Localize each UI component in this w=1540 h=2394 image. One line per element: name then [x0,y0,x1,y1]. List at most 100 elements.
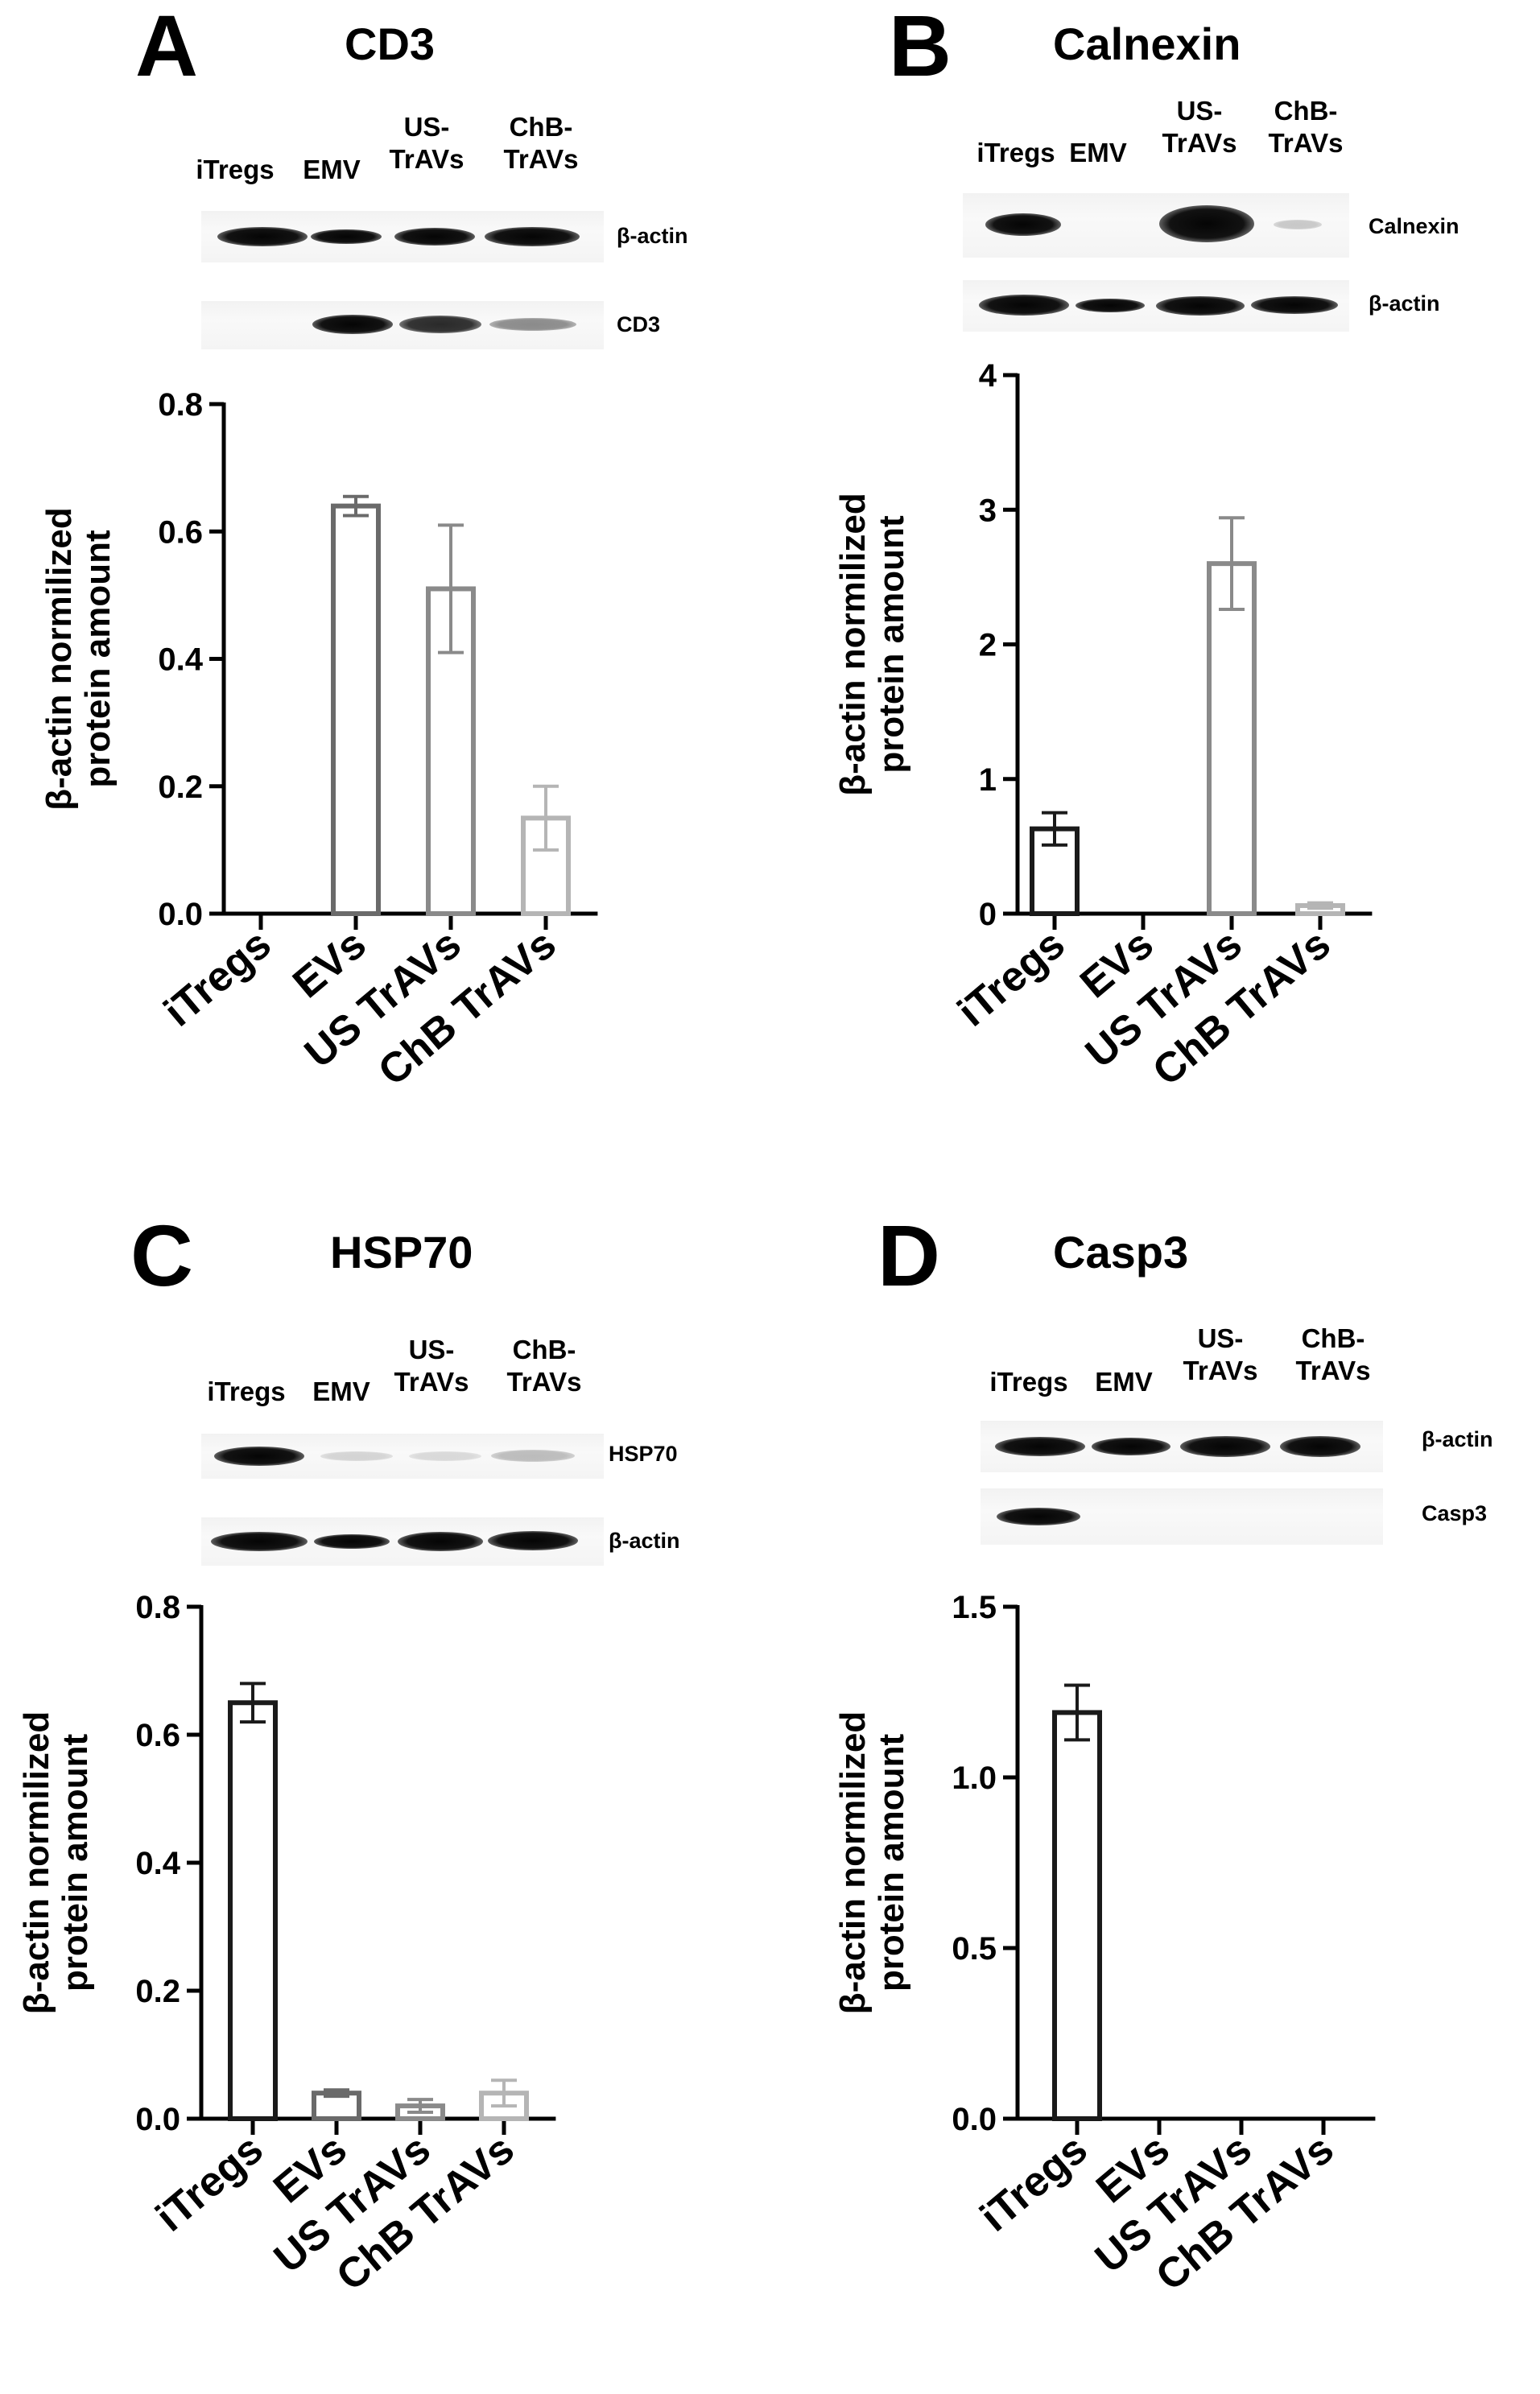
blot-strip [963,280,1349,332]
lane-label: iTregs [196,155,275,184]
y-tick-label: 0.4 [135,1846,180,1881]
blot-band [1092,1438,1170,1455]
y-tick-label: 1.0 [952,1760,997,1796]
bar [1052,1710,1102,2121]
blot-strip [963,193,1349,258]
y-tick-label: 0.5 [952,1931,997,1967]
blot-band [1280,1436,1360,1457]
y-axis-label: protein amount [872,515,911,774]
y-axis-label: protein amount [78,530,118,788]
lane-label: US- TrAVs [389,112,464,174]
panel-letter: B [889,0,952,94]
blot-band [997,1508,1080,1525]
y-axis-label: β-actin normilized [17,1711,56,2014]
panel-a: A CD3 iTregs EMV US- TrAVs ChB- TrAVs β-ac… [0,0,770,1197]
band-label: β-actin [617,224,688,248]
lane-label: iTregs [207,1377,286,1406]
y-tick-label: 0.6 [135,1718,180,1753]
blot-band [979,295,1069,316]
panel-letter: C [130,1207,193,1304]
y-tick-label: 0.0 [135,2102,180,2137]
x-tick-label: iTregs [949,921,1074,1036]
y-tick-label: 0.2 [158,770,203,805]
blot-band [399,316,481,333]
band-label: Calnexin [1369,214,1459,238]
blot-band [214,1447,304,1466]
blot-band [985,213,1061,236]
blot-band [995,1437,1085,1456]
x-tick-label: iTregs [147,2126,272,2241]
blot-strip [201,301,604,349]
y-axis-label: β-actin normilized [833,493,873,795]
y-tick-label: 0.4 [158,642,203,678]
blot-band [1076,299,1145,312]
blot-band [320,1451,393,1461]
blot-strip [201,1434,604,1479]
lane-label: US- TrAVs [1183,1323,1258,1385]
blot-band [312,315,393,334]
band-label: Casp3 [1422,1501,1488,1525]
bar-chart: 0.0 0.5 1.0 1.5 β-actin normilized protein am… [833,1590,1376,2300]
lane-label: EMV [303,155,361,184]
blot-band [488,1531,578,1550]
blot-strip [201,211,604,262]
y-tick-label: 4 [979,358,997,394]
lane-label: ChB- TrAVs [1295,1323,1371,1385]
y-axis-label: protein amount [872,1734,911,1992]
blot-band [211,1532,308,1551]
blot-band [491,1450,575,1462]
bar [1207,561,1257,917]
y-tick-label: 0.6 [158,514,203,550]
band-label: CD3 [617,312,661,336]
lane-label: EMV [1069,138,1127,167]
panel-title: Calnexin [1053,19,1241,69]
blot-band [409,1451,481,1461]
lane-label: US- TrAVs [394,1335,469,1397]
panel-letter: D [877,1207,940,1304]
lane-label: EMV [1095,1367,1153,1397]
panel-title: Casp3 [1053,1227,1189,1277]
blot-band [398,1532,483,1551]
band-label: β-actin [1422,1427,1493,1451]
y-tick-label: 2 [979,628,997,663]
panel-title: CD3 [345,19,436,69]
x-tick-label: iTregs [155,921,280,1036]
blot-band [1156,296,1245,316]
y-tick-label: 0.0 [952,2102,997,2137]
y-axis-label: β-actin normilized [833,1711,873,2014]
lane-label: ChB- TrAVs [503,112,579,174]
blot-band [217,227,308,246]
blot-strip [981,1488,1383,1545]
band-label: HSP70 [609,1442,678,1466]
blot-band [311,229,382,244]
bar-chart: 0 1 2 3 4 β-actin normilized protein amount iTr… [833,358,1373,1095]
y-tick-label: 3 [979,493,997,528]
lane-label: iTregs [989,1367,1068,1397]
blot-band [1274,220,1322,229]
lane-label: US- TrAVs [1162,96,1237,158]
lane-label: ChB- TrAVs [506,1335,582,1397]
blot-strip [981,1421,1383,1472]
lane-label: EMV [312,1377,370,1406]
bar [331,503,381,916]
panel-letter: A [135,0,198,94]
blot-strip [201,1517,604,1566]
blot-band [394,228,475,246]
panel-d: D Casp3 iTregs EMV US- TrAVs ChB- TrAVs β-… [770,1197,1539,2394]
blot-band [485,227,580,246]
x-tick-label: iTregs [972,2126,1096,2241]
y-tick-label: 1.5 [952,1590,997,1625]
y-axis-label: protein amount [56,1734,95,1992]
y-tick-label: 0.8 [135,1590,180,1625]
blot-band [1159,205,1254,242]
blot-band [1180,1436,1270,1457]
band-label: β-actin [1369,291,1440,316]
band-label: β-actin [609,1529,680,1553]
y-axis-label: β-actin normilized [39,507,79,810]
panel-c: C HSP70 iTregs EMV US- TrAVs ChB- TrAVs HS… [0,1197,770,2394]
lane-label: ChB- TrAVs [1268,96,1344,158]
blot-band [314,1534,390,1549]
panel-title: HSP70 [330,1227,473,1277]
y-tick-label: 1 [979,762,997,798]
y-tick-label: 0 [979,897,997,932]
